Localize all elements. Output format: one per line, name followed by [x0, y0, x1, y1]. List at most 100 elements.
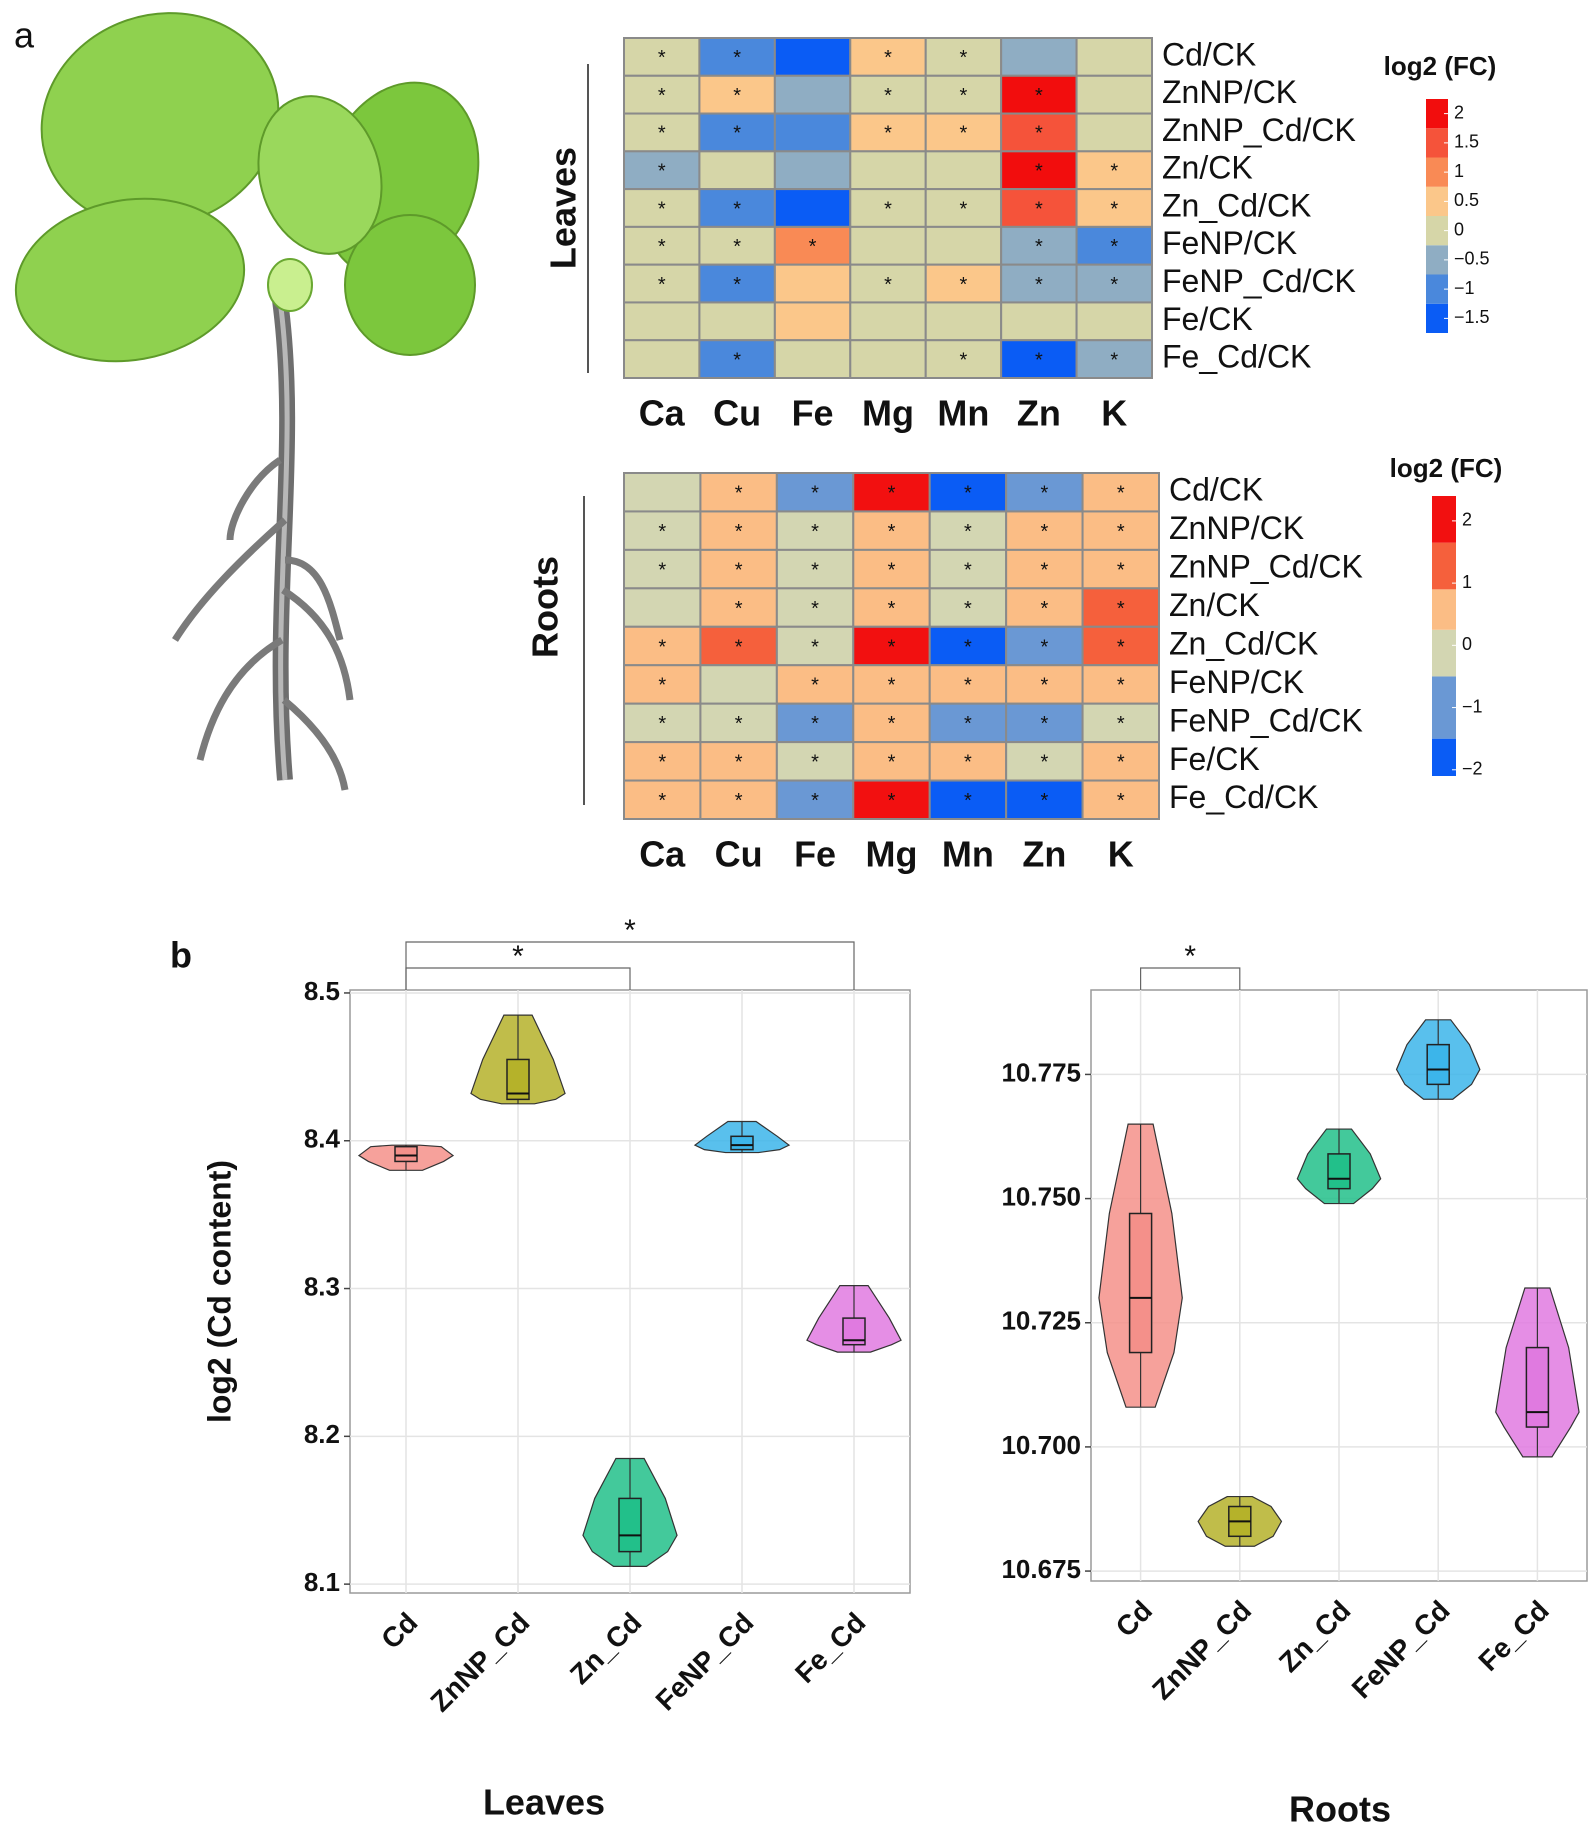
significance-star: *	[735, 636, 743, 658]
box	[1327, 1153, 1351, 1190]
heatmap-cell	[1075, 225, 1153, 266]
significance-star: *	[1035, 349, 1043, 371]
significance-star: *	[1117, 752, 1125, 774]
y-tick-label: 10.750	[1001, 1181, 1081, 1211]
significance-star: *	[888, 598, 896, 620]
significance-star: *	[1040, 713, 1048, 735]
column-label: Fe	[794, 834, 836, 875]
colorbar-tick-label: −2	[1462, 759, 1483, 779]
significance-star: *	[1040, 483, 1048, 505]
colorbar-block	[1432, 542, 1456, 590]
heatmap-cell	[924, 339, 1003, 380]
heatmap-cell	[1000, 339, 1078, 380]
significance-star: *	[1040, 559, 1048, 581]
column-label: Cu	[713, 393, 761, 434]
colorbar-block	[1426, 157, 1448, 187]
significance-star: *	[1035, 274, 1043, 296]
heatmap-cell	[623, 339, 701, 380]
x-tick-label: FeNP_Cd	[1346, 1595, 1456, 1705]
significance-star: *	[1117, 790, 1125, 812]
significance-star: *	[1110, 274, 1118, 296]
significance-star: *	[884, 85, 892, 107]
significance-star: *	[735, 752, 743, 774]
heatmap-cell	[1075, 263, 1153, 304]
heatmap-cell	[623, 548, 702, 590]
significance-star: *	[735, 713, 743, 735]
heatmap-cell	[1000, 37, 1078, 77]
significance-star: *	[735, 790, 743, 812]
colorbar-tick-label: 1	[1462, 572, 1472, 592]
row-label: ZnNP/CK	[1169, 510, 1304, 546]
column-label: K	[1101, 393, 1127, 434]
heatmap-cell	[775, 472, 855, 513]
heatmap-cell	[699, 779, 778, 820]
significance-star: *	[964, 752, 972, 774]
significance-star: *	[1110, 198, 1118, 220]
heatmap-cell	[1005, 741, 1084, 782]
significance-star: *	[960, 123, 968, 145]
y-tick-label: 10.675	[1001, 1554, 1081, 1584]
colorbar-tick-label: −1	[1454, 278, 1475, 298]
heatmap-cell	[1075, 188, 1153, 228]
row-label: Fe/CK	[1162, 301, 1253, 337]
significance-star: *	[888, 521, 896, 543]
panel-label: b	[170, 935, 192, 976]
heatmap-cell	[852, 548, 931, 590]
y-tick-label: 10.725	[1001, 1306, 1081, 1336]
significance-star: *	[884, 123, 892, 145]
significance-star: *	[1117, 483, 1125, 505]
significance-star: *	[1117, 598, 1125, 620]
x-tick-label: ZnNP_Cd	[1146, 1595, 1257, 1706]
row-label: ZnNP/CK	[1162, 74, 1297, 110]
heatmap-cell	[849, 225, 927, 266]
significance-star: *	[964, 675, 972, 697]
heatmap-cell	[1075, 339, 1153, 380]
significance-star: *	[658, 47, 666, 69]
significance-star: *	[1040, 636, 1048, 658]
significance-star: *	[884, 47, 892, 69]
significance-star: *	[735, 483, 743, 505]
column-label: Mg	[866, 834, 918, 875]
column-label: Ca	[639, 834, 686, 875]
x-tick-label: FeNP_Cd	[650, 1607, 760, 1717]
significance-star: *	[658, 559, 666, 581]
heatmap-cell	[1000, 301, 1078, 342]
box	[618, 1497, 642, 1553]
heatmap-cell	[773, 37, 852, 77]
significance-star: *	[735, 559, 743, 581]
colorbar-title: log2 (FC)	[1384, 51, 1497, 81]
side-label: Leaves	[543, 147, 584, 269]
colorbar-block	[1426, 274, 1448, 304]
significance-star: *	[733, 123, 741, 145]
significance-star: *	[811, 483, 819, 505]
significance-star: *	[658, 198, 666, 220]
heatmap-cell	[773, 150, 852, 191]
heatmap-cell	[773, 188, 852, 228]
heatmap-cell	[852, 472, 931, 513]
colorbar-block	[1426, 303, 1448, 333]
significance-star: *	[1035, 161, 1043, 183]
colorbar-tick-label: −0.5	[1454, 249, 1490, 269]
heatmap-cell	[699, 510, 778, 551]
heatmap-cell	[775, 625, 855, 667]
significance-star: *	[888, 636, 896, 658]
significance-star: *	[811, 790, 819, 812]
row-label: Fe/CK	[1169, 741, 1260, 777]
significance-star: *	[964, 521, 972, 543]
y-tick-label: 10.775	[1001, 1057, 1081, 1087]
heatmap-cell	[1005, 702, 1084, 744]
significance-star: *	[960, 198, 968, 220]
colorbar-block	[1432, 629, 1456, 677]
heatmap-cell	[698, 339, 776, 380]
heatmap-cell	[1005, 664, 1084, 705]
significance-star: *	[809, 236, 817, 258]
y-tick-label: 8.1	[304, 1567, 340, 1597]
heatmap-cell	[698, 37, 776, 77]
heatmap-cell	[928, 587, 1008, 628]
heatmap-cell	[773, 263, 852, 304]
side-label: Roots	[525, 556, 566, 658]
y-tick-label: 8.5	[304, 976, 340, 1006]
significance-star: *	[960, 85, 968, 107]
colorbar-title: log2 (FC)	[1390, 453, 1503, 483]
heatmap-cell	[1075, 74, 1153, 115]
